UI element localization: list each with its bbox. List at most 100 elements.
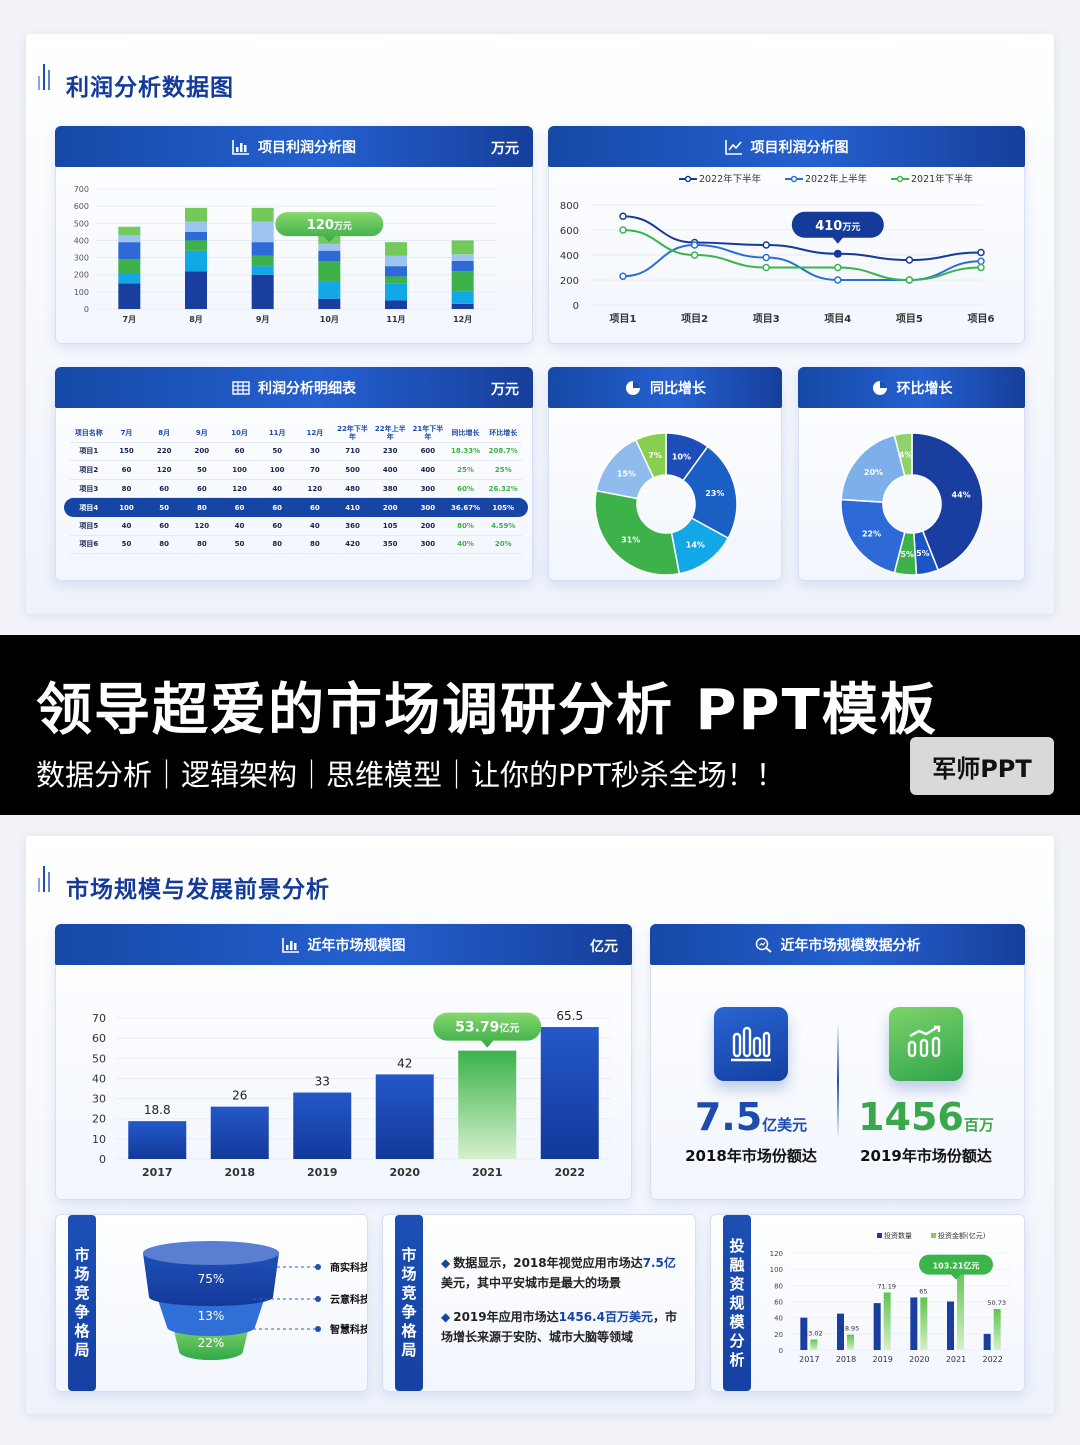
table-cell: 400 xyxy=(382,465,398,474)
callout-label: 120万元 xyxy=(307,218,352,233)
x-tick-label: 2021 xyxy=(472,1166,503,1179)
bar xyxy=(837,1313,844,1350)
data-point xyxy=(977,257,985,265)
table-cell: 60 xyxy=(196,484,207,493)
table-cell: 400 xyxy=(420,465,436,474)
funnel-name: 智慧科技 xyxy=(330,1323,368,1336)
data-point xyxy=(619,272,627,280)
funnel-tier xyxy=(157,1297,265,1336)
data-point xyxy=(619,226,627,234)
y-tick-label: 400 xyxy=(560,251,579,262)
bar-segment xyxy=(185,221,207,232)
table-row[interactable]: 项目5 40 60 120 40 60 40 360 105 200 80% 4.59% xyxy=(70,517,522,536)
text-card: 市场竞争格局 ◆ 数据显示，2018年视觉应用市场达7.5亿美元，其中平安城市是最… xyxy=(382,1214,696,1392)
table-cell: 360 xyxy=(345,521,360,530)
table-cell: 50 xyxy=(159,503,170,512)
table-row[interactable]: 项目4 100 50 80 60 60 60 410 200 300 36.67% 105% xyxy=(64,498,528,517)
slide-market-scale: 市场规模与发展前景分析 近年市场规模图 亿元 0 10 20 30 40 50 60 70 18… xyxy=(26,836,1054,1414)
bar xyxy=(375,1074,434,1159)
table-cell: 50 xyxy=(196,465,207,474)
vertical-label-char: 分 xyxy=(729,1331,745,1350)
header-cell: 10月 xyxy=(231,428,248,437)
vertical-label-char: 场 xyxy=(401,1265,417,1283)
table-row[interactable]: 项目2 60 120 50 100 100 70 500 400 400 25% 25% xyxy=(70,461,522,480)
table-row[interactable]: 项目1 150 220 200 60 50 30 710 230 600 18.33% 208.7% xyxy=(70,443,522,462)
unit-label: 万元 xyxy=(491,382,519,398)
bar-segment xyxy=(185,231,207,241)
bar xyxy=(957,1266,964,1350)
y-tick-label: 30 xyxy=(92,1093,106,1106)
vertical-label-char: 局 xyxy=(401,1341,417,1359)
data-point xyxy=(977,263,985,272)
bar-segment xyxy=(185,271,207,309)
y-tick-label: 400 xyxy=(74,236,89,245)
table-cell: 30 xyxy=(309,447,320,456)
bar xyxy=(458,1050,517,1159)
table-cell: 105 xyxy=(382,521,398,530)
table-cell: 25% xyxy=(457,465,474,474)
pie-chart-icon xyxy=(872,380,887,395)
header-cell: 22年下半年 xyxy=(337,424,368,441)
profit-table: 项目名称 7月 8月 9月 10月 11月 12月 22年下半年 22年上半年 21年下半年 同比增… xyxy=(64,424,528,555)
table-row[interactable]: 项目6 50 80 80 50 80 80 420 350 300 40% 20% xyxy=(70,536,522,555)
slice-label: 20% xyxy=(864,468,883,477)
header-cell: 11月 xyxy=(268,428,286,437)
card-title: 项目利润分析图 xyxy=(750,139,849,156)
brand-button[interactable]: 军师PPT xyxy=(910,737,1054,795)
table-cell: 项目1 xyxy=(79,447,99,456)
donut-slice xyxy=(634,432,667,479)
data-point xyxy=(905,256,914,264)
table-cell: 420 xyxy=(345,540,360,549)
table-cell: 200 xyxy=(382,503,398,512)
bar-segment xyxy=(318,250,341,261)
bar xyxy=(800,1317,808,1350)
funnel-card: 市场竞争格局 75% 商实科技 13% 云意科技 22% 智慧科技 xyxy=(55,1214,368,1392)
bar-segment xyxy=(118,259,141,273)
table-cell: 40 xyxy=(309,521,320,530)
table-cell: 项目5 xyxy=(79,521,99,530)
donut-slice xyxy=(681,445,738,540)
divider xyxy=(837,1021,839,1141)
card-header: 环比增长 xyxy=(798,367,1025,408)
stat-value: 1456百万 xyxy=(858,1095,994,1139)
table-cell: 40 xyxy=(234,521,245,530)
table-cell: 410 xyxy=(345,503,360,512)
y-tick-label: 0 xyxy=(779,1347,783,1355)
bar xyxy=(128,1121,187,1159)
table-cell: 20% xyxy=(494,540,512,549)
table-cell: 40 xyxy=(272,484,283,493)
table-cell: 18.33% xyxy=(450,447,481,456)
funnel-name: 商实科技 xyxy=(330,1261,368,1274)
table-row[interactable]: 项目3 80 60 60 120 40 120 480 380 300 60% 26.32% xyxy=(70,480,522,499)
table-cell: 100 xyxy=(119,503,134,512)
card-title: 项目利润分析图 xyxy=(258,139,356,156)
table-cell: 105% xyxy=(492,503,515,512)
funnel-chart: 75% 商实科技 13% 云意科技 22% 智慧科技 xyxy=(143,1241,368,1360)
x-tick-label: 项目1 xyxy=(610,313,637,325)
data-point xyxy=(690,241,699,249)
slice-label: 5% xyxy=(916,549,930,558)
callout-label: 103.21亿元 xyxy=(933,1261,980,1271)
funnel-tier xyxy=(143,1253,279,1306)
x-tick-label: 7月 xyxy=(123,315,137,324)
x-tick-label: 2019 xyxy=(872,1355,892,1364)
slice-label: 22% xyxy=(862,529,881,538)
y-tick-label: 600 xyxy=(74,202,89,211)
paragraph-1: ◆ 数据显示，2018年视觉应用市场达7.5亿美元，其中平安城市是最大的场景 xyxy=(441,1256,676,1290)
vertical-label-char: 投 xyxy=(729,1236,745,1255)
funnel-pct: 22% xyxy=(198,1336,225,1350)
table-cell: 50 xyxy=(234,540,245,549)
paragraph-2: ◆ 2019年应用市场达1456.4百万美元，市场增长来源于安防、城市大脑等领域 xyxy=(441,1310,677,1344)
bar-segment xyxy=(385,242,407,256)
x-tick-label: 8月 xyxy=(189,315,203,324)
table-cell: 100 xyxy=(232,465,247,474)
bar xyxy=(847,1334,854,1350)
card-header: 利润分析明细表 万元 xyxy=(55,367,533,408)
card-header: 同比增长 xyxy=(548,367,782,408)
table-header-row: 项目名称 7月 8月 9月 10月 11月 12月 22年下半年 22年上半年 21年下半年 同比增… xyxy=(70,424,522,443)
table-cell: 40 xyxy=(121,521,132,530)
banner-title: 领导超爱的市场调研分析 PPT模板 xyxy=(36,678,938,743)
table-cell: 项目6 xyxy=(79,540,99,549)
slice-label: 5% xyxy=(900,550,914,559)
table-cell: 350 xyxy=(382,540,398,549)
